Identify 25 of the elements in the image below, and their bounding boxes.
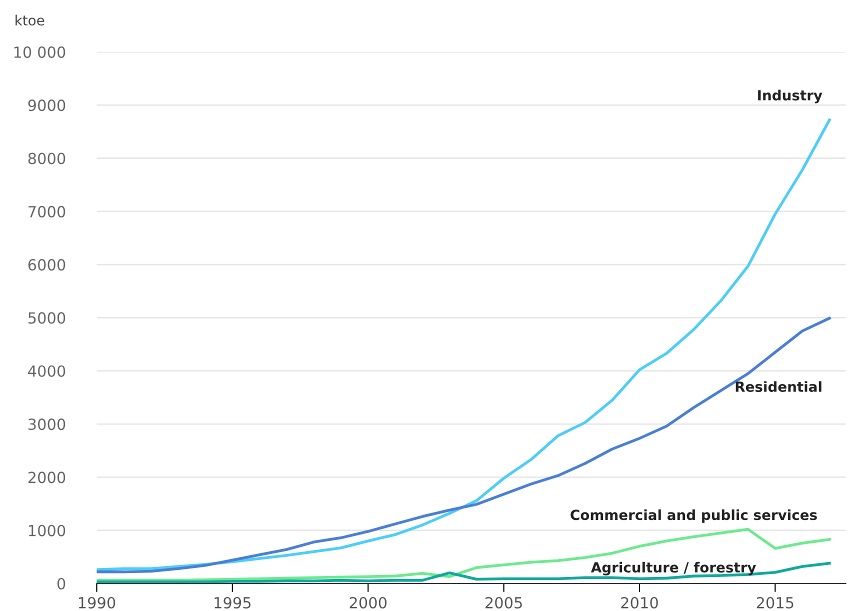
y-tick-label: 8000 — [28, 152, 66, 164]
y-tick-label: 6000 — [28, 259, 66, 271]
y-tick-label: 0 — [57, 578, 66, 590]
y-tick-label: 9000 — [28, 100, 66, 112]
y-tick-label: 4000 — [28, 365, 66, 377]
x-tick-label: 1995 — [214, 596, 251, 609]
series-label: Industry — [758, 90, 822, 104]
series-label: Residential — [736, 381, 822, 392]
y-tick-label: 1000 — [28, 524, 66, 536]
x-tick-label: 1990 — [78, 596, 116, 609]
line-series — [96, 562, 831, 584]
y-tick-label: 10 000 — [14, 46, 66, 58]
y-tick-label: 3000 — [28, 418, 66, 430]
x-tick-label: 2010 — [621, 596, 658, 609]
x-tick-label: 2005 — [485, 596, 522, 609]
y-tick-label: 2000 — [28, 472, 66, 484]
y-tick-label: 5000 — [28, 312, 66, 324]
line-series — [96, 316, 831, 574]
series-label: Commercial and public services — [570, 509, 817, 523]
series-label: Agriculture / forestry — [590, 562, 756, 576]
x-tick-label: 2000 — [350, 596, 387, 609]
x-tick-label: 2015 — [756, 596, 794, 609]
y-axis-title: ktoe — [16, 14, 44, 26]
y-tick-label: 7000 — [28, 206, 66, 218]
line-series — [96, 528, 831, 582]
